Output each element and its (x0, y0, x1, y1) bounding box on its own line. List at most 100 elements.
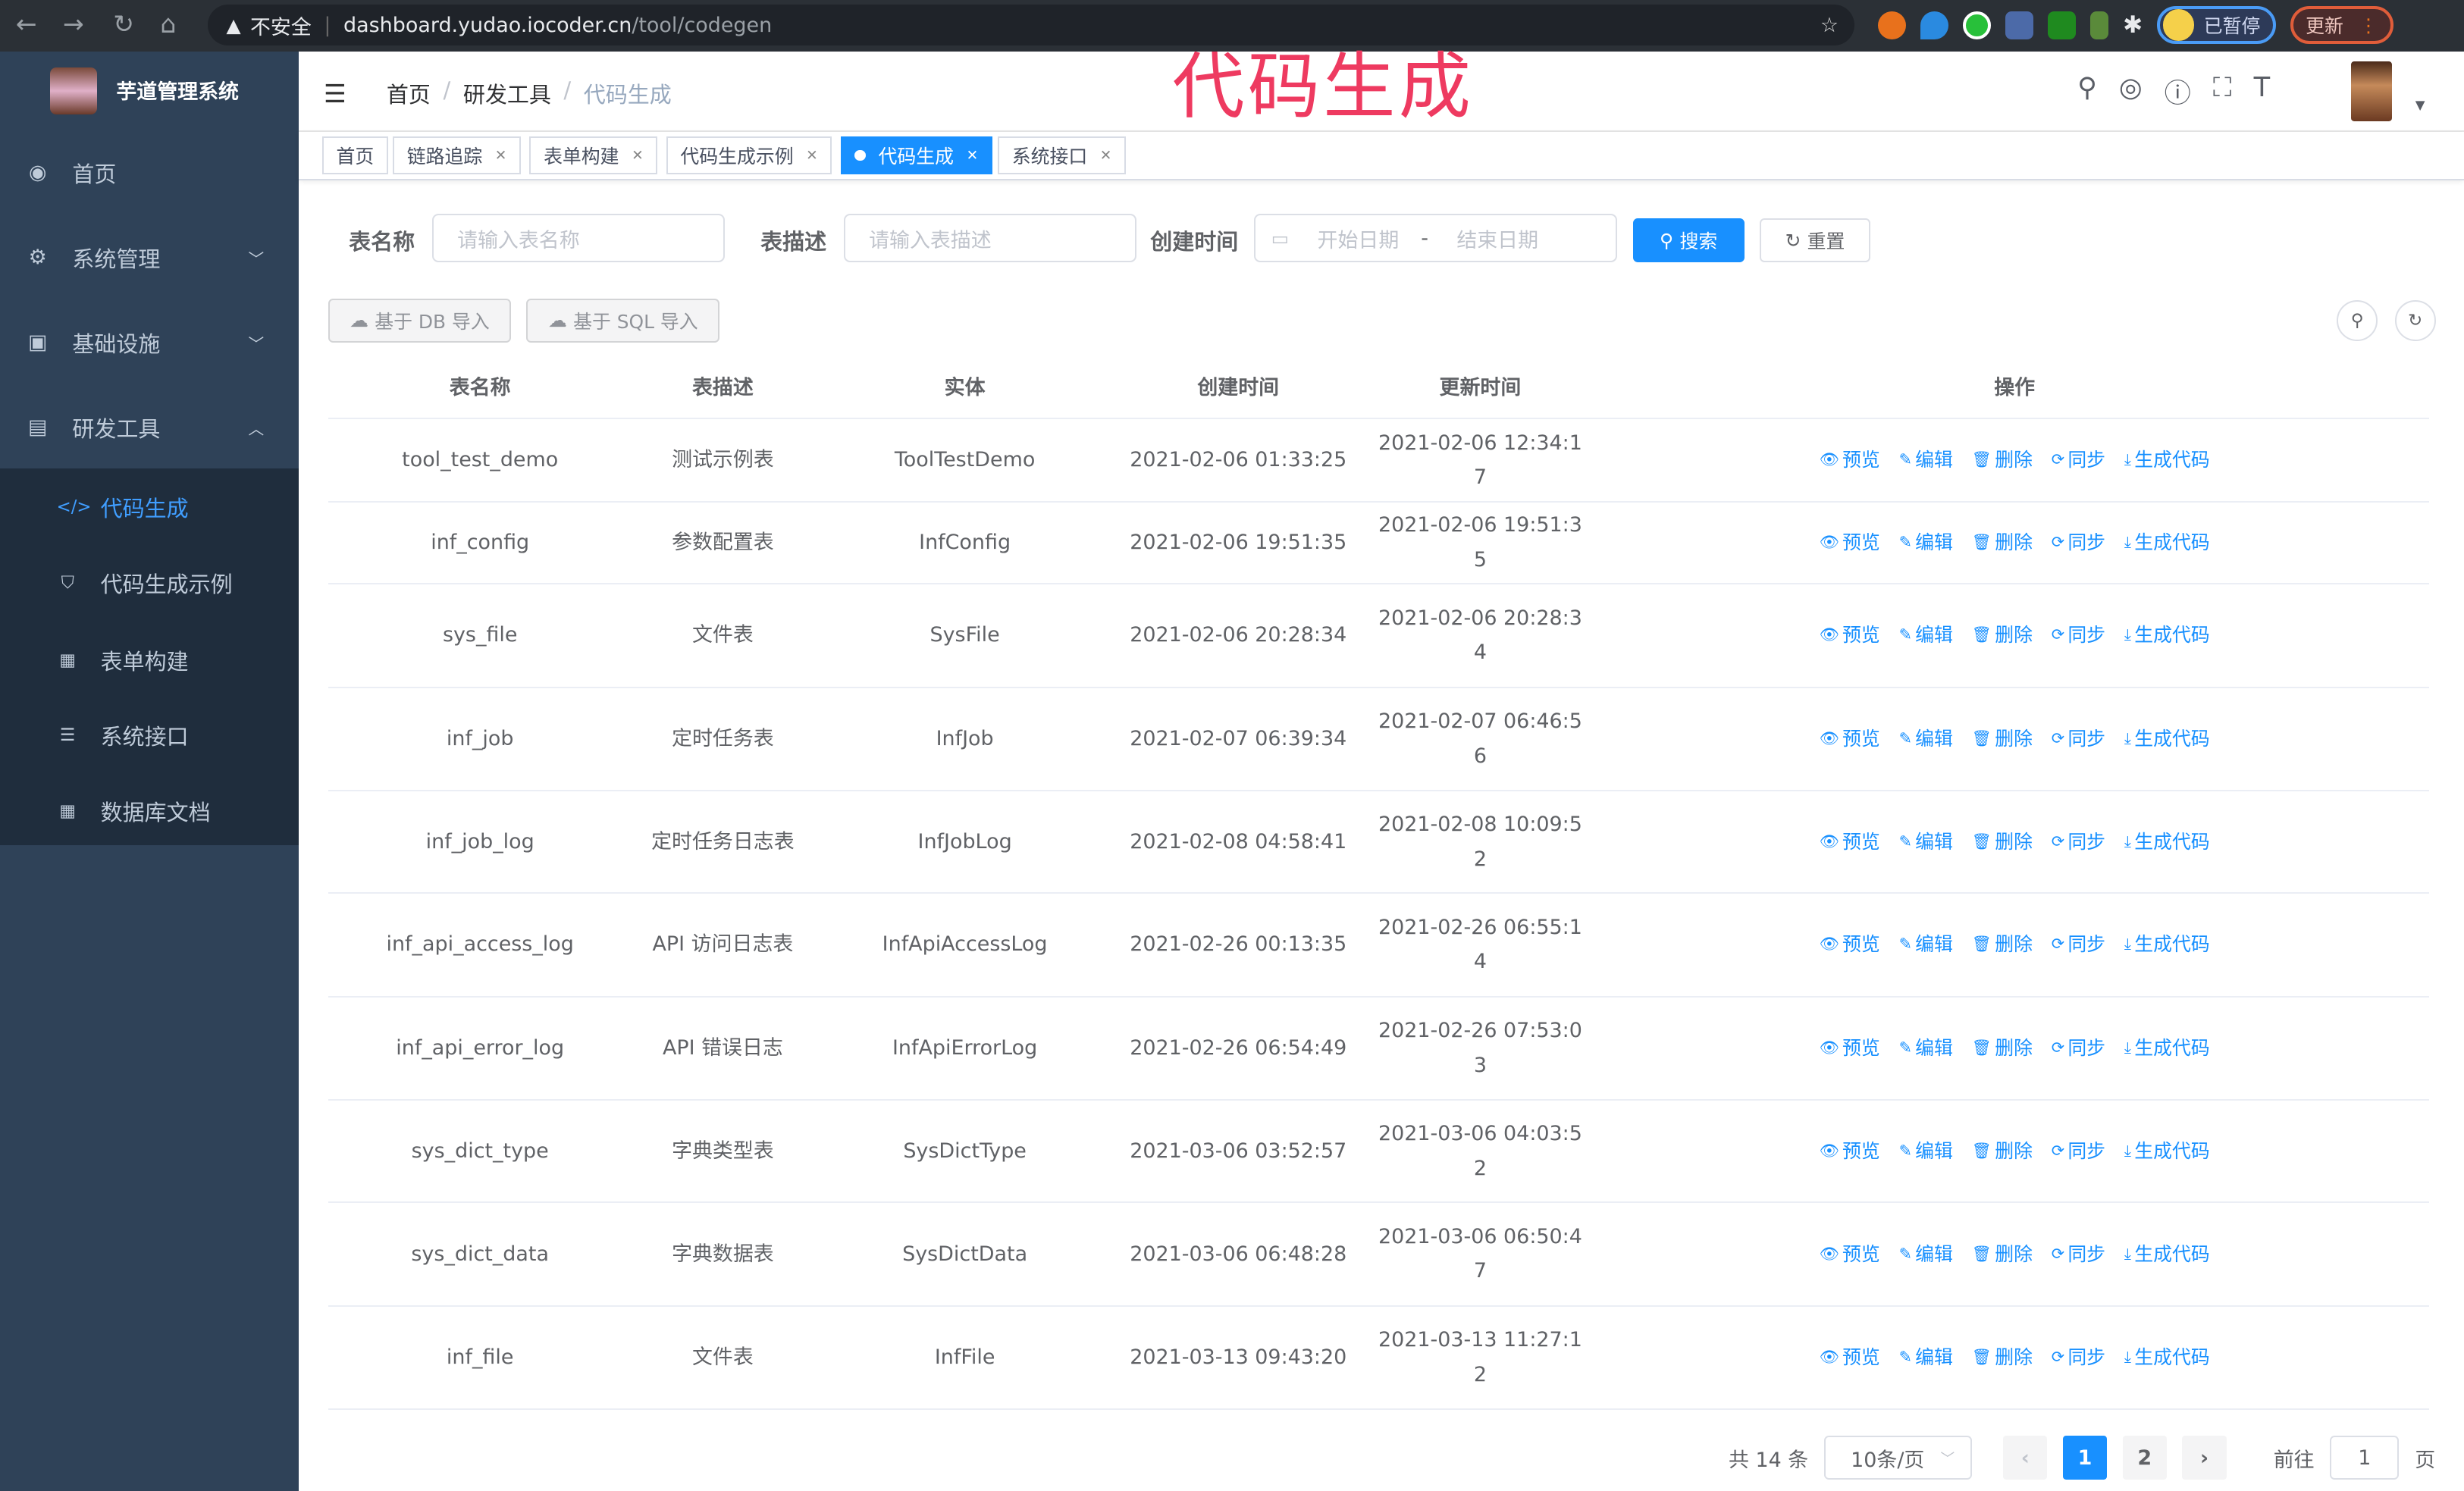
page-1-button[interactable]: 1 (2062, 1436, 2108, 1480)
close-icon[interactable]: ✕ (494, 147, 507, 164)
action-delete-button[interactable]: 🗑 删除 (1972, 1134, 2033, 1169)
action-sync-button[interactable]: ⟳ 同步 (2052, 1340, 2105, 1375)
start-date-input[interactable]: 开始日期 (1317, 228, 1400, 252)
reset-button[interactable]: ↻ 重置 (1760, 218, 1870, 263)
action-edit-button[interactable]: ✎ 编辑 (1899, 927, 1953, 962)
table-desc-input[interactable]: 请输入表描述 (844, 213, 1136, 263)
action-sync-button[interactable]: ⟳ 同步 (2052, 443, 2105, 478)
action-edit-button[interactable]: ✎ 编辑 (1899, 722, 1953, 756)
action-sync-button[interactable]: ⟳ 同步 (2052, 1031, 2105, 1066)
action-sync-button[interactable]: ⟳ 同步 (2052, 1237, 2105, 1272)
action-generate-button[interactable]: ⤓ 生成代码 (2124, 927, 2210, 962)
action-preview-button[interactable]: 👁 预览 (1820, 1134, 1880, 1169)
extension-icon[interactable] (2047, 11, 2076, 39)
action-edit-button[interactable]: ✎ 编辑 (1899, 1237, 1953, 1272)
caret-down-icon[interactable]: ▼ (2415, 97, 2425, 112)
action-preview-button[interactable]: 👁 预览 (1820, 618, 1880, 653)
tag-swagger[interactable]: 系统接口 ✕ (998, 136, 1126, 175)
close-icon[interactable]: ✕ (632, 147, 644, 164)
action-delete-button[interactable]: 🗑 删除 (1972, 1237, 2033, 1272)
action-generate-button[interactable]: ⤓ 生成代码 (2124, 1340, 2210, 1375)
end-date-input[interactable]: 结束日期 (1456, 228, 1539, 252)
next-page-button[interactable]: › (2182, 1436, 2227, 1480)
close-icon[interactable]: ✕ (966, 147, 979, 164)
breadcrumb-item[interactable]: 首页 (386, 81, 431, 108)
action-preview-button[interactable]: 👁 预览 (1820, 525, 1880, 560)
action-generate-button[interactable]: ⤓ 生成代码 (2124, 1237, 2210, 1272)
hamburger-icon[interactable]: ☰ (323, 78, 346, 108)
action-preview-button[interactable]: 👁 预览 (1820, 825, 1880, 860)
action-delete-button[interactable]: 🗑 删除 (1972, 618, 2033, 653)
sidebar-item-home[interactable]: ◉ 首页 (0, 130, 299, 215)
table-name-input[interactable]: 请输入表名称 (431, 213, 725, 263)
action-generate-button[interactable]: ⤓ 生成代码 (2124, 825, 2210, 860)
action-edit-button[interactable]: ✎ 编辑 (1899, 1031, 1953, 1066)
tag-form-build[interactable]: 表单构建 ✕ (529, 136, 658, 175)
extension-icon[interactable] (1877, 11, 1907, 39)
toggle-search-button[interactable]: ⚲ (2337, 299, 2378, 341)
action-generate-button[interactable]: ⤓ 生成代码 (2124, 618, 2210, 653)
goto-page-input[interactable]: 1 (2330, 1436, 2400, 1480)
page-size-select[interactable]: 10条/页 ﹀ (1823, 1436, 1972, 1480)
action-sync-button[interactable]: ⟳ 同步 (2052, 722, 2105, 756)
action-sync-button[interactable]: ⟳ 同步 (2052, 525, 2105, 560)
action-generate-button[interactable]: ⤓ 生成代码 (2124, 525, 2210, 560)
import-db-button[interactable]: ☁ 基于 DB 导入 (328, 298, 511, 343)
extension-icon[interactable] (1962, 11, 1992, 39)
sidebar-item-form-build[interactable]: ▦ 表单构建 (0, 622, 299, 697)
action-delete-button[interactable]: 🗑 删除 (1972, 1031, 2033, 1066)
tag-codegen-demo[interactable]: 代码生成示例 ✕ (666, 136, 832, 175)
import-sql-button[interactable]: ☁ 基于 SQL 导入 (526, 298, 720, 343)
action-delete-button[interactable]: 🗑 删除 (1972, 1340, 2033, 1375)
font-size-icon[interactable]: T (2253, 72, 2271, 104)
home-icon[interactable]: ⌂ (160, 9, 177, 39)
action-generate-button[interactable]: ⤓ 生成代码 (2124, 1031, 2210, 1066)
sidebar-item-codegen-demo[interactable]: ⛉ 代码生成示例 (0, 545, 299, 620)
avatar[interactable] (2350, 61, 2392, 121)
action-generate-button[interactable]: ⤓ 生成代码 (2124, 443, 2210, 478)
close-icon[interactable]: ✕ (1099, 147, 1112, 164)
update-button[interactable]: 更新 ⋮ (2290, 6, 2394, 45)
action-edit-button[interactable]: ✎ 编辑 (1899, 443, 1953, 478)
extension-icon[interactable] (2005, 11, 2033, 39)
action-generate-button[interactable]: ⤓ 生成代码 (2124, 722, 2210, 756)
action-preview-button[interactable]: 👁 预览 (1820, 443, 1880, 478)
sidebar-item-system[interactable]: ⚙ 系统管理 ﹀ (0, 215, 299, 300)
sidebar-item-infra[interactable]: ▣ 基础设施 ﹀ (0, 300, 299, 385)
page-2-button[interactable]: 2 (2122, 1436, 2167, 1480)
action-edit-button[interactable]: ✎ 编辑 (1899, 525, 1953, 560)
tag-home[interactable]: 首页 (321, 136, 388, 175)
tag-codegen[interactable]: 代码生成 ✕ (840, 136, 992, 175)
refresh-button[interactable]: ↻ (2394, 299, 2436, 341)
reload-icon[interactable]: ↻ (113, 9, 135, 39)
action-edit-button[interactable]: ✎ 编辑 (1899, 1134, 1953, 1169)
action-delete-button[interactable]: 🗑 删除 (1972, 722, 2033, 756)
sidebar-item-db-doc[interactable]: ▦ 数据库文档 (0, 773, 299, 848)
puzzle-icon[interactable]: ✱ (2123, 11, 2143, 39)
prev-page-button[interactable]: ‹ (2003, 1436, 2048, 1480)
back-icon[interactable]: ← (15, 9, 37, 39)
action-edit-button[interactable]: ✎ 编辑 (1899, 825, 1953, 860)
close-icon[interactable]: ✕ (806, 147, 818, 164)
star-icon[interactable]: ☆ (1820, 13, 1839, 37)
action-preview-button[interactable]: 👁 预览 (1820, 1031, 1880, 1066)
help-icon[interactable]: ⓘ (2164, 78, 2191, 110)
action-sync-button[interactable]: ⟳ 同步 (2052, 1134, 2105, 1169)
action-preview-button[interactable]: 👁 预览 (1820, 1237, 1880, 1272)
action-sync-button[interactable]: ⟳ 同步 (2052, 927, 2105, 962)
action-edit-button[interactable]: ✎ 编辑 (1899, 1340, 1953, 1375)
action-edit-button[interactable]: ✎ 编辑 (1899, 618, 1953, 653)
extension-icon[interactable] (1920, 11, 1949, 39)
action-sync-button[interactable]: ⟳ 同步 (2052, 825, 2105, 860)
action-preview-button[interactable]: 👁 预览 (1820, 1340, 1880, 1375)
profile-button[interactable]: 已暂停 (2156, 6, 2276, 45)
search-button[interactable]: ⚲ 搜索 (1632, 218, 1745, 263)
breadcrumb-item[interactable]: 研发工具 (462, 81, 551, 108)
action-preview-button[interactable]: 👁 预览 (1820, 722, 1880, 756)
action-generate-button[interactable]: ⤓ 生成代码 (2124, 1134, 2210, 1169)
github-icon[interactable]: ◎ (2118, 72, 2143, 104)
action-preview-button[interactable]: 👁 预览 (1820, 927, 1880, 962)
tag-trace[interactable]: 链路追踪 ✕ (393, 136, 521, 175)
search-icon[interactable]: ⚲ (2077, 72, 2097, 104)
fullscreen-icon[interactable]: ⛶ (2212, 72, 2232, 104)
